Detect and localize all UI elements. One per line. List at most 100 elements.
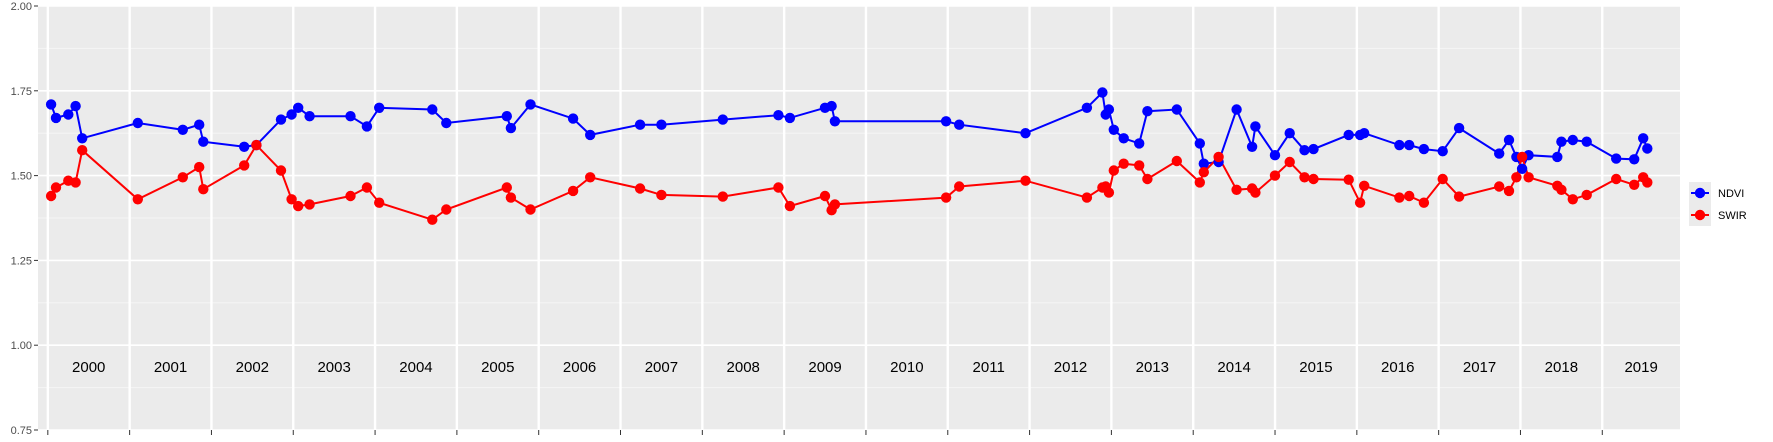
data-point-swir (441, 204, 452, 215)
grid-minor (38, 47, 1680, 389)
data-point-ndvi (50, 112, 62, 124)
data-point-swir (784, 200, 796, 212)
data-point-ndvi (567, 113, 579, 124)
data-point-swir (1171, 155, 1183, 167)
data-point-ndvi (427, 104, 438, 115)
data-point-ndvi (275, 114, 287, 125)
data-point-swir (1343, 174, 1354, 185)
data-point-ndvi (293, 102, 304, 114)
data-point-ndvi (940, 116, 952, 127)
data-point-ndvi (304, 111, 315, 122)
data-point-ndvi (1453, 122, 1465, 134)
data-point-ndvi (634, 119, 646, 130)
data-point-ndvi (1556, 136, 1567, 147)
data-point-ndvi (826, 100, 837, 112)
data-point-swir (304, 199, 315, 210)
year-label: 2006 (563, 359, 596, 376)
grid-major (38, 5, 1680, 431)
data-point-swir (1020, 175, 1031, 186)
y-tick-label: 1.50 (11, 171, 32, 183)
data-point-ndvi (1343, 129, 1354, 141)
data-point-ndvi (45, 99, 57, 110)
data-point-swir (77, 145, 88, 156)
year-label: 2010 (890, 359, 923, 376)
data-point-swir (50, 182, 62, 193)
data-point-swir (1404, 190, 1415, 202)
data-point-swir (1284, 156, 1295, 168)
year-label: 2016 (1381, 359, 1414, 376)
data-point-swir (1081, 192, 1093, 203)
data-point-ndvi (1171, 104, 1183, 115)
data-point-ndvi (784, 112, 796, 124)
y-tick-label: 0.75 (11, 425, 32, 437)
data-point-swir (361, 182, 373, 193)
data-point-swir (1354, 197, 1366, 208)
data-point-ndvi (1284, 128, 1295, 139)
data-point-ndvi (63, 109, 74, 120)
year-label: 2019 (1624, 359, 1657, 376)
data-point-ndvi (1269, 150, 1281, 161)
year-label: 2013 (1136, 359, 1169, 376)
legend-label-swir: SWIR (1718, 210, 1747, 222)
data-point-ndvi (585, 129, 596, 141)
data-point-swir (1642, 177, 1653, 188)
data-point-ndvi (954, 119, 965, 130)
data-point-swir (829, 199, 841, 210)
data-point-swir (70, 177, 81, 188)
data-point-swir (585, 172, 596, 183)
data-point-ndvi (1194, 138, 1206, 149)
data-point-ndvi (1516, 163, 1528, 174)
y-tick-label: 1.75 (11, 86, 32, 98)
data-point-swir (1299, 172, 1310, 183)
year-labels: 2000 2001 2002 2003 2004 2005 2006 2007 2008 2009… (72, 359, 1658, 376)
data-point-swir (717, 191, 728, 202)
data-point-ndvi (1103, 104, 1115, 115)
data-point-ndvi (1581, 136, 1592, 147)
data-point-ndvi (361, 121, 373, 132)
data-point-swir (1308, 173, 1319, 185)
data-point-ndvi (1231, 104, 1242, 115)
data-point-swir (1511, 172, 1522, 183)
year-label: 2003 (317, 359, 350, 376)
data-point-ndvi (1020, 128, 1031, 139)
data-point-swir (251, 139, 262, 151)
data-point-swir (1198, 167, 1210, 178)
data-point-swir (773, 182, 784, 193)
data-point-ndvi (1437, 146, 1448, 157)
data-point-ndvi (717, 114, 728, 125)
data-point-swir (1516, 151, 1528, 163)
data-point-swir (1629, 179, 1640, 190)
data-point-swir (1269, 170, 1281, 181)
data-point-ndvi (1418, 143, 1430, 155)
data-point-swir (1250, 187, 1261, 198)
data-point-ndvi (132, 117, 143, 129)
data-point-ndvi (773, 110, 784, 121)
data-point-swir (1103, 187, 1115, 198)
data-point-swir (567, 185, 579, 197)
data-point-ndvi (1142, 106, 1153, 117)
data-point-ndvi (70, 100, 81, 112)
data-point-ndvi (194, 119, 205, 130)
data-point-ndvi (177, 124, 188, 135)
data-point-swir (1359, 180, 1370, 191)
year-label: 2004 (399, 359, 432, 376)
year-label: 2017 (1463, 359, 1496, 376)
data-point-ndvi (1299, 145, 1310, 156)
data-point-swir (525, 204, 536, 215)
y-tick-label: 2.00 (11, 1, 32, 13)
data-point-ndvi (1611, 153, 1622, 164)
data-point-ndvi (829, 116, 841, 127)
data-point-ndvi (239, 141, 250, 152)
data-point-swir (1581, 189, 1592, 201)
data-point-ndvi (1246, 141, 1258, 152)
year-label: 2002 (236, 359, 269, 376)
data-point-ndvi (441, 117, 452, 129)
year-label: 2005 (481, 359, 514, 376)
data-point-swir (1118, 158, 1129, 169)
legend-label-ndvi: NDVI (1718, 188, 1744, 200)
year-label: 2011 (973, 359, 1005, 376)
data-point-swir (634, 183, 646, 194)
data-point-swir (1494, 181, 1505, 192)
data-point-swir (1231, 184, 1242, 195)
